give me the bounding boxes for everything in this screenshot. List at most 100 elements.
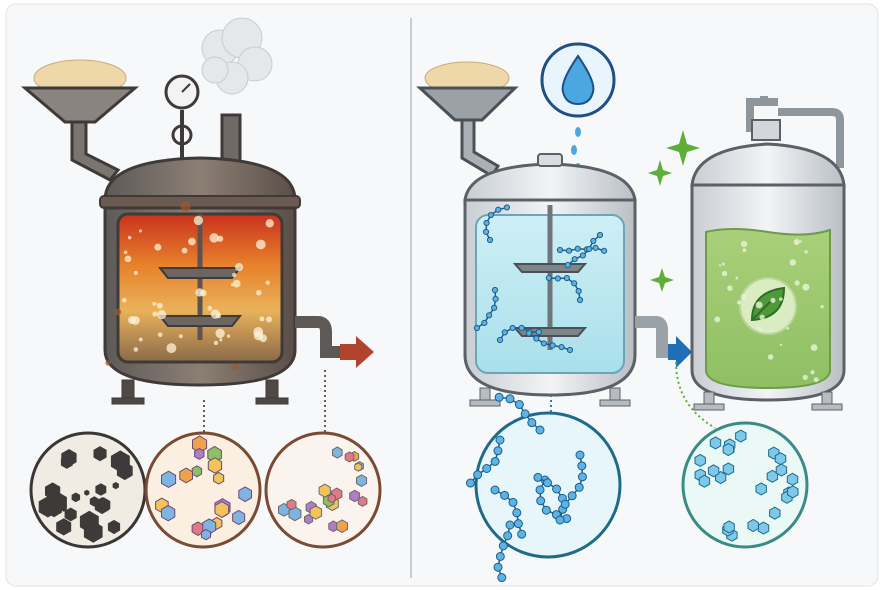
fragment (337, 520, 348, 533)
chain-unit (534, 473, 542, 481)
chain-unit (597, 232, 602, 237)
chain-unit (491, 457, 499, 465)
chain-unit (536, 329, 541, 334)
fragment (162, 471, 176, 487)
chain-unit (474, 471, 482, 479)
chain-unit (484, 220, 489, 225)
fragment (357, 475, 367, 487)
chain-unit (565, 262, 570, 267)
chain-unit (534, 336, 539, 341)
bubble (166, 343, 176, 353)
glucose-unit (695, 454, 705, 466)
bubble (756, 302, 763, 309)
stirrer-blade (160, 268, 240, 278)
fragment (195, 449, 204, 460)
chain-unit (518, 530, 526, 538)
chain-unit (474, 325, 479, 330)
chain-unit (553, 485, 561, 493)
fragment (208, 458, 221, 474)
glucose-unit (776, 464, 786, 476)
chain-unit (466, 479, 474, 487)
glucose-unit (787, 473, 797, 485)
chain-unit (504, 532, 512, 540)
fragment (192, 466, 201, 477)
bubble (260, 316, 265, 321)
bubble (134, 271, 138, 275)
bubble (799, 240, 802, 243)
chain-unit (497, 337, 502, 342)
fragment (162, 506, 175, 521)
chain-unit (515, 401, 523, 409)
bubble (820, 305, 823, 308)
fragment (233, 511, 245, 525)
bubble (794, 239, 800, 245)
rust-spot (105, 360, 110, 365)
bubble (266, 219, 274, 227)
glucose-unit (708, 465, 718, 477)
chain-unit (544, 479, 552, 487)
chain-unit (564, 275, 569, 280)
tank-valve (752, 120, 780, 140)
bubble (768, 354, 774, 360)
bubble (741, 241, 747, 247)
bubble (200, 290, 207, 297)
dome-cap (538, 154, 562, 166)
glucose-unit (756, 483, 766, 495)
bubble (741, 294, 747, 300)
chain-unit (483, 465, 491, 473)
bubble (158, 332, 163, 337)
bubble (232, 273, 236, 277)
chain-unit (537, 497, 545, 505)
chain-unit (502, 330, 507, 335)
glucose-unit (758, 522, 768, 534)
illustration (0, 0, 881, 590)
chain-unit (519, 325, 524, 330)
glucose-unit (710, 437, 720, 449)
bubble (780, 344, 782, 346)
bubble (722, 263, 725, 266)
bubble (714, 317, 720, 323)
fragment (214, 472, 224, 484)
bubble (152, 311, 157, 316)
chain-unit (557, 247, 562, 252)
bubble (810, 370, 814, 374)
bubble (266, 281, 270, 285)
chain-unit (526, 331, 531, 336)
bubble (743, 248, 747, 252)
bubble (188, 238, 196, 246)
bubble (256, 290, 261, 295)
bubble (719, 264, 721, 266)
bubble (152, 302, 156, 306)
bubble (128, 236, 132, 240)
chain-unit (572, 281, 577, 286)
bubble (803, 375, 808, 380)
bubble (154, 244, 161, 251)
bubble (760, 315, 765, 320)
chain-unit (568, 492, 576, 500)
fragment (239, 487, 252, 502)
bubble (727, 285, 732, 290)
bubble (735, 277, 738, 280)
chain-unit (567, 347, 572, 352)
bubble (790, 259, 796, 265)
rust-spot (115, 309, 122, 316)
bubble (756, 327, 758, 329)
chain-unit (561, 500, 569, 508)
chain-unit (541, 341, 546, 346)
bubble (134, 347, 139, 352)
rust-spot (232, 364, 238, 370)
chain-unit (509, 498, 517, 506)
chain-unit (486, 313, 491, 318)
chain-unit (514, 520, 522, 528)
chain-unit (578, 473, 586, 481)
chain-unit (494, 447, 502, 455)
chain-unit (491, 486, 499, 494)
fragment (328, 494, 335, 502)
bubble (122, 298, 127, 303)
chain-unit (575, 246, 580, 251)
chain-unit (566, 248, 571, 253)
chain-unit (587, 246, 592, 251)
bubble (256, 240, 266, 250)
chain-unit (591, 238, 596, 243)
bubble (770, 298, 775, 303)
